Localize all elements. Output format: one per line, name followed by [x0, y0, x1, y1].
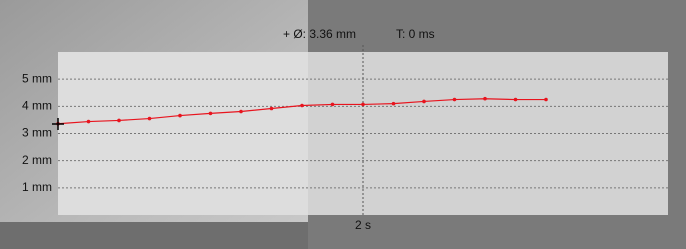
data-point: [361, 103, 365, 107]
data-point: [544, 98, 548, 102]
data-point: [270, 107, 274, 111]
data-point: [300, 104, 304, 108]
x-tick-label: 2 s: [355, 218, 371, 232]
data-point: [178, 114, 182, 118]
y-tick-label: 3 mm: [22, 126, 52, 140]
data-point: [239, 110, 243, 114]
data-point: [483, 97, 487, 101]
data-point: [392, 102, 396, 106]
data-point: [117, 119, 121, 123]
screenshot: + Ø: 3.36 mm T: 0 ms 1 mm 2 mm 3 mm 4 mm 5 m…: [0, 0, 686, 249]
data-point: [453, 98, 457, 102]
y-tick-label: 5 mm: [22, 71, 52, 85]
data-point: [331, 103, 335, 107]
y-tick-label: 4 mm: [22, 99, 52, 113]
data-point: [148, 117, 152, 121]
time-readout: T: 0 ms: [396, 27, 435, 41]
data-point: [87, 120, 91, 124]
diameter-readout: + Ø: 3.36 mm: [283, 27, 356, 41]
data-point: [422, 100, 426, 104]
data-point: [209, 112, 213, 116]
y-tick-label: 2 mm: [22, 153, 52, 167]
data-point: [514, 98, 518, 102]
y-tick-label: 1 mm: [22, 180, 52, 194]
